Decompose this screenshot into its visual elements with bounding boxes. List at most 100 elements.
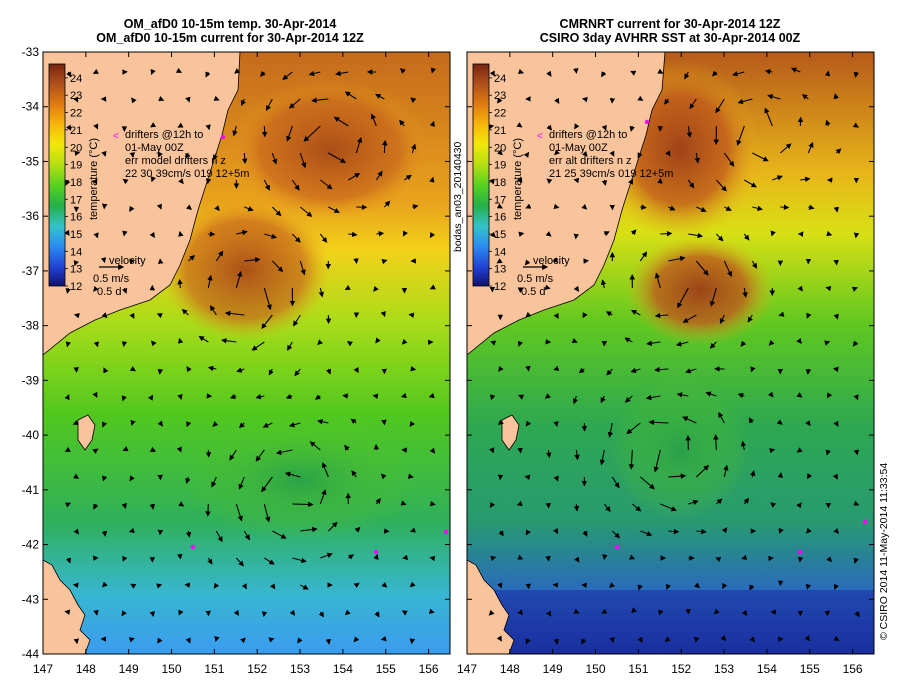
current-vector: [409, 581, 416, 588]
current-vector: [287, 341, 293, 351]
lat-tick-label: -38: [22, 319, 40, 333]
current-vector: [72, 419, 79, 425]
current-vector: [601, 71, 607, 78]
current-vector: [807, 141, 814, 154]
current-vector: [122, 555, 128, 562]
current-vector: [496, 635, 503, 642]
current-vector: [178, 609, 184, 616]
lat-tick-label: -37: [22, 264, 40, 278]
drifter-position: [797, 549, 803, 555]
current-vector: [150, 68, 156, 76]
colorbar-label: temperature (°C): [88, 138, 100, 220]
current-vector: [251, 341, 265, 351]
current-vector: [724, 205, 732, 211]
current-vector: [289, 609, 296, 616]
current-vector: [375, 170, 383, 181]
current-vector: [129, 152, 135, 159]
current-vector: [317, 419, 329, 425]
current-vector: [429, 231, 436, 239]
current-vector: [800, 176, 811, 183]
current-vector: [719, 314, 725, 324]
current-vector: [804, 635, 811, 642]
lon-tick-label: 153: [290, 662, 310, 676]
drifter-legend-line: 01-May 00Z: [549, 142, 608, 154]
current-vector: [263, 503, 271, 523]
current-vector: [709, 341, 717, 349]
current-vector: [764, 68, 773, 75]
current-vector: [101, 475, 108, 482]
current-vector: [299, 260, 306, 276]
current-vector: [344, 91, 357, 100]
current-vector: [736, 125, 745, 146]
current-vector: [750, 470, 756, 478]
current-vector: [292, 557, 307, 564]
current-vector: [723, 260, 732, 278]
current-vector: [578, 367, 585, 374]
current-vector: [149, 610, 155, 617]
current-vector: [664, 636, 671, 642]
current-vector: [375, 497, 381, 505]
current-vector: [743, 233, 750, 241]
current-vector: [325, 638, 332, 645]
lat-tick-label: -44: [22, 647, 40, 661]
current-vector: [694, 152, 700, 164]
current-vector: [399, 119, 405, 127]
right-warm-core-eddy: [625, 235, 775, 345]
current-vector: [221, 338, 237, 344]
current-vector: [73, 96, 79, 103]
current-vector: [157, 420, 164, 427]
current-vector: [630, 309, 641, 316]
current-vector: [239, 422, 245, 429]
lon-tick-label: 150: [586, 662, 606, 676]
current-vector: [600, 279, 607, 289]
velocity-label: velocity: [109, 255, 146, 267]
current-vector: [682, 314, 697, 323]
current-vector: [609, 636, 615, 643]
left-map-panel: [42, 51, 451, 655]
current-vector: [574, 556, 580, 563]
current-vector: [654, 272, 661, 289]
current-vector: [353, 367, 359, 374]
current-vector: [260, 70, 266, 77]
current-vector: [637, 152, 643, 159]
current-vector: [552, 527, 559, 535]
current-vector: [213, 582, 220, 589]
current-vector: [630, 229, 637, 236]
current-vector: [599, 449, 606, 466]
current-vector: [373, 285, 379, 292]
current-vector: [744, 179, 757, 188]
colorbar-tick-label: 22: [70, 108, 82, 120]
current-vector: [429, 176, 435, 183]
current-vector: [489, 178, 495, 185]
current-vector: [601, 124, 607, 131]
current-vector: [609, 150, 615, 157]
current-vector: [646, 340, 661, 346]
current-vector: [740, 440, 747, 451]
current-vector: [630, 367, 641, 374]
current-vector: [181, 308, 189, 316]
current-vector: [292, 501, 314, 508]
colorbar-tick-label: 12: [70, 281, 82, 293]
current-vector: [639, 251, 648, 262]
current-vector: [695, 464, 710, 478]
current-vector: [722, 582, 728, 590]
current-vector: [545, 449, 552, 459]
current-vector: [517, 177, 523, 184]
velocity-scale-label: 0.5 m/s: [517, 273, 554, 285]
left-land-tasmania: [43, 559, 91, 654]
current-vector: [429, 120, 435, 127]
current-vector: [581, 203, 588, 210]
current-vector: [653, 449, 661, 473]
current-vector: [311, 97, 329, 103]
current-vector: [264, 233, 278, 239]
current-vector: [263, 287, 272, 311]
colorbar-tick-label: 24: [494, 73, 506, 85]
current-vector: [409, 638, 416, 645]
current-vector: [308, 70, 321, 77]
current-vector: [327, 521, 338, 532]
left-current-vectors: [64, 67, 449, 645]
current-vector: [721, 527, 728, 534]
current-vector: [130, 583, 137, 589]
current-vector: [215, 530, 223, 543]
current-vector: [149, 503, 156, 510]
